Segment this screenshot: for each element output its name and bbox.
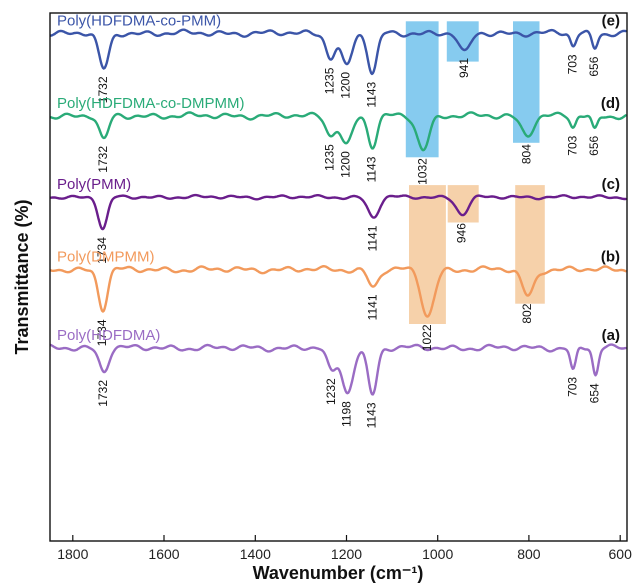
peak-labels: Poly(HDFDMA-co-PMM) (e)1732 1235 1200 114394…: [57, 12, 620, 428]
x-tick-label-1200: 1200: [331, 546, 362, 562]
x-tick-label-1000: 1000: [422, 546, 453, 562]
series-letter-b: (b): [601, 249, 620, 266]
series-name-c: Poly(PMM): [57, 176, 131, 193]
peak-label-a-1232: 1232: [324, 378, 338, 405]
peak-label-d-804: 804: [519, 144, 533, 164]
peak-label-c-946: 946: [454, 223, 468, 243]
highlight-band-blue-1: [446, 21, 479, 62]
spectra-series: [49, 28, 627, 396]
spectrum-line-c: [49, 193, 627, 231]
plot-frame: [49, 12, 628, 542]
series-name-e: Poly(HDFDMA-co-PMM): [57, 12, 221, 29]
peak-label-d-1200: 1200: [339, 151, 353, 178]
peak-label-d-1235: 1235: [323, 144, 337, 171]
series-letter-d: (d): [601, 95, 620, 112]
peak-label-d-703: 703: [565, 135, 579, 155]
peak-label-d-1732: 1732: [96, 146, 110, 173]
series-letter-c: (c): [602, 176, 620, 193]
peak-label-b-1734: 1734: [95, 319, 109, 346]
peak-label-a-1732: 1732: [96, 380, 110, 407]
peak-label-e-1143: 1143: [365, 81, 379, 107]
peak-label-d-1032: 1032: [415, 158, 429, 185]
peak-label-d-656: 656: [587, 135, 601, 155]
axes: [49, 12, 628, 542]
peak-label-a-654: 654: [588, 383, 602, 403]
peak-label-a-1143: 1143: [365, 402, 379, 428]
spectrum-line-b: [49, 265, 627, 318]
x-tick-label-1400: 1400: [240, 546, 271, 562]
series-name-b: Poly(DMPMM): [57, 249, 155, 266]
x-tick-label-600: 600: [609, 546, 633, 562]
series-letter-a: (a): [602, 327, 620, 344]
peak-label-d-1143: 1143: [365, 156, 379, 182]
series-name-d: Poly(HDFDMA-co-DMPMM): [57, 95, 245, 112]
highlight-band-orange-5: [515, 185, 545, 304]
highlight-band-orange-3: [409, 185, 446, 324]
peak-label-e-1235: 1235: [323, 67, 337, 94]
x-ticks: 1800 1600 1400 1200 1000 800 600: [57, 535, 632, 562]
spectrum-line-a: [49, 343, 627, 396]
peak-label-e-941: 941: [457, 58, 471, 78]
spectrum-line-d: [49, 111, 627, 152]
peak-label-b-1022: 1022: [420, 324, 434, 351]
peak-label-b-1141: 1141: [366, 294, 380, 320]
peak-label-c-1141: 1141: [366, 225, 380, 251]
peak-label-e-656: 656: [587, 56, 601, 76]
peak-label-c-1734: 1734: [95, 237, 109, 264]
peak-label-b-802: 802: [520, 303, 534, 323]
x-tick-label-800: 800: [517, 546, 541, 562]
x-axis-title: Wavenumber (cm⁻¹): [253, 563, 424, 583]
peak-label-e-703: 703: [565, 54, 579, 74]
spectrum-line-e: [49, 28, 627, 76]
peak-label-a-703: 703: [565, 377, 579, 397]
x-tick-label-1600: 1600: [148, 546, 179, 562]
highlight-band-blue-0: [405, 21, 439, 158]
series-letter-e: (e): [602, 12, 620, 29]
peak-label-e-1200: 1200: [339, 72, 353, 99]
peak-label-e-1732: 1732: [96, 76, 110, 103]
y-axis-title: Transmittance (%): [12, 199, 32, 354]
series-name-a: Poly(HDFDMA): [57, 327, 160, 344]
peak-label-a-1198: 1198: [340, 401, 354, 427]
x-tick-label-1800: 1800: [57, 546, 88, 562]
